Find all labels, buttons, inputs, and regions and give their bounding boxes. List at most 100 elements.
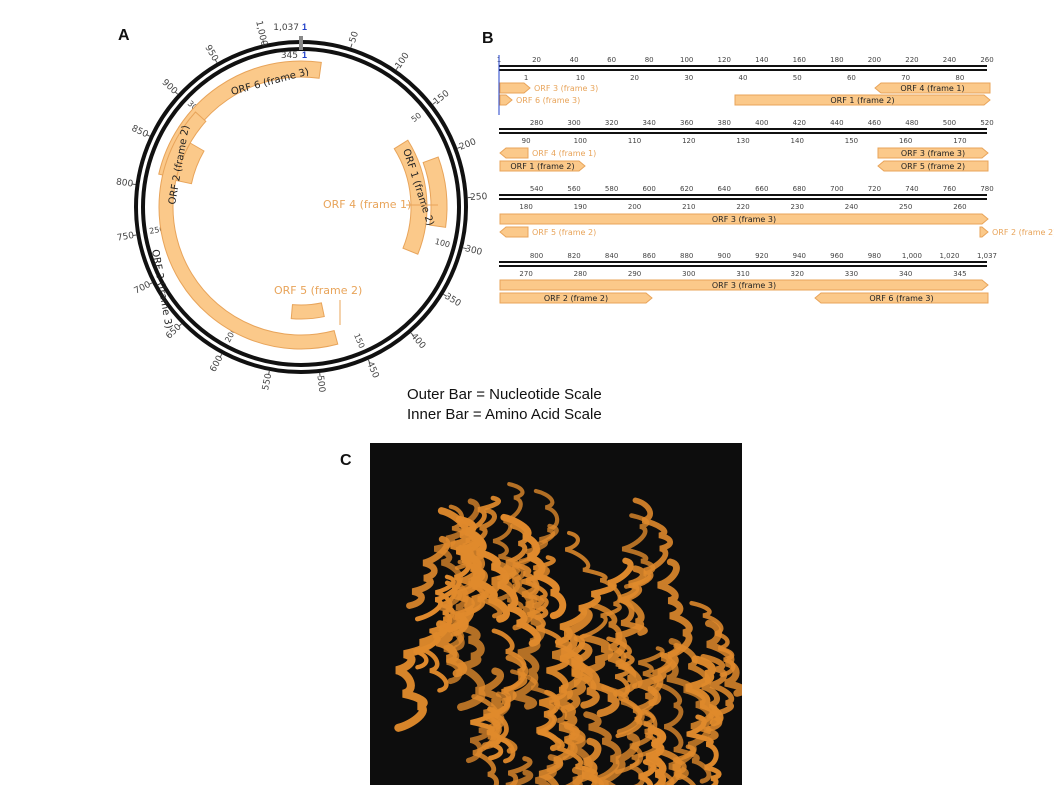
protein-helix [491,559,546,710]
protein-helix [601,685,655,785]
legend-inner-bar: Inner Bar = Amino Acid Scale [407,406,602,423]
aa-tick-label: 310 [736,270,749,278]
nt-tick-mark [462,247,467,250]
nt-tick-label: 360 [680,119,693,127]
nt-tick-mark [262,40,265,45]
orf5-label: ORF 5 (frame 2) [274,284,362,297]
orf-feature-bar [499,213,989,225]
linear-row-2: 280 300 320 340 360 380 400 420 440 460 480 500 520 9… [499,119,994,172]
nt-tick-label: 660 [755,185,768,193]
orf-feature-bar [499,147,529,159]
protein-helix [470,706,504,761]
orf-feature-bar [499,82,531,94]
nt-tick-label: 400 [755,119,768,127]
protein-helix [534,754,563,785]
aa-tick-label: 270 [519,270,532,278]
protein-helix [394,620,449,732]
aa-tick-label: 100 [434,237,451,250]
nt-tick-label: 460 [868,119,881,127]
nt-tick-label: 480 [905,119,918,127]
nt-tick-label: 20 [532,56,541,64]
aa-tick-label: 210 [682,203,695,211]
nt-tick-label: 300 [567,119,580,127]
nt-tick-label: 100 [394,51,412,71]
aa-tick-label: 170 [953,137,966,145]
aa-tick-label: 110 [628,137,641,145]
nt-tick-mark [443,293,448,297]
protein-helix [406,535,451,609]
nt-tick-label: 920 [755,252,768,260]
aa-tick-label: 10 [576,74,585,82]
nt-tick-label: 760 [943,185,956,193]
orf-feature-bar [814,292,989,304]
protein-helix [505,769,534,785]
linear-row-3: 540 560 580 600 620 640 660 680 700 720 740 760 780 1… [499,185,1054,238]
end-nt-label: 1,037 [273,23,299,33]
nt-tick-label: 850 [130,124,150,140]
panel-a-label: A [118,27,130,44]
orf-feature-bar [499,160,586,172]
aa-tick-label: 250 [899,203,912,211]
protein-helix [521,555,583,671]
protein-helix [507,756,533,785]
aa-tick-label: 90 [522,137,531,145]
protein-helix [656,682,712,784]
nt-tick-mark [214,58,218,63]
nt-tick-label: 400 [408,332,427,352]
orf4-label: ORF 4 (frame 1) [323,198,411,211]
nt-tick-label: 40 [570,56,579,64]
nt-tick-label: 200 [458,137,478,152]
orf-feature-label: ORF 3 (frame 3) [901,149,965,158]
orf-feature-label: ORF 3 (frame 3) [712,215,776,224]
nt-tick-mark [457,146,462,149]
protein-helix [616,652,673,735]
protein-helix [564,530,622,639]
orf1-arc [393,139,428,255]
aa-tick-label: 130 [736,137,749,145]
nt-tick-label: 340 [642,119,655,127]
orf-feature-bar [877,147,989,159]
nt-tick-label: 520 [980,119,993,127]
nt-tick-label: 740 [905,185,918,193]
nt-tick-label: 500 [943,119,956,127]
nt-tick-label: 580 [605,185,618,193]
panel-b-label: B [482,30,494,47]
aa-tick-label: 280 [574,270,587,278]
nt-tick-label: 320 [605,119,618,127]
nt-tick-label: 900 [160,78,180,97]
protein-helix [619,497,674,636]
nt-tick-label: 720 [868,185,881,193]
aa-tick-label: 320 [791,270,804,278]
aa-tick-label: 260 [953,203,966,211]
aa-tick-label: 100 [574,137,587,145]
nt-tick-mark [432,101,437,105]
orf-feature-label: ORF 4 (frame 1) [900,84,964,93]
nt-tick-label: 700 [830,185,843,193]
linear-row-4: 800 820 840 860 880 900 920 940 960 980 1,000 1,020… [499,252,997,304]
nt-tick-label: 80 [645,56,654,64]
orf-feature-label: ORF 1 (frame 2) [510,162,574,171]
nt-tick-label: 140 [755,56,768,64]
nt-tick-label: 120 [718,56,731,64]
nt-tick-label: 180 [830,56,843,64]
orf-feature-label: ORF 5 (frame 2) [901,162,965,171]
nt-tick-label: 980 [868,252,881,260]
nt-tick-label: 200 [868,56,881,64]
aa-tick-label: 140 [791,137,804,145]
nt-tick-label: 900 [718,252,731,260]
nt-tick-mark [219,353,223,358]
nt-tick-mark [145,134,150,137]
aa-tick-label: 290 [628,270,641,278]
aa-tick-label: 40 [739,74,748,82]
nt-tick-mark [350,43,353,48]
panel-c-label: C [340,452,352,469]
orf-feature-label: ORF 2 (frame 2) [544,294,608,303]
protein-helix [583,711,622,785]
end-aa-label: 345 [281,51,298,61]
aa-tick-label: 250 [149,225,166,236]
aa-tick-label: 300 [682,270,695,278]
nt-tick-label: 500 [314,375,326,393]
origin-aa-label: 1 [302,50,307,60]
nt-tick-label: 780 [980,185,993,193]
orf-feature-label: ORF 2 (frame 2) [992,228,1054,237]
